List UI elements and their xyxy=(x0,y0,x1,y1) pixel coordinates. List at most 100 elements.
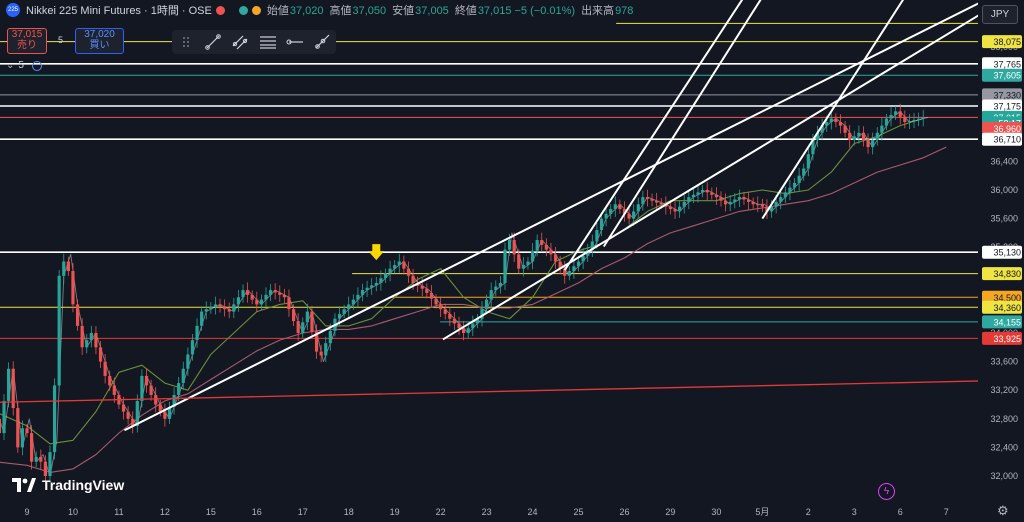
candle-body xyxy=(760,204,764,207)
x-tick-label: 10 xyxy=(68,507,78,517)
candle-body xyxy=(443,309,447,314)
price-badge-label: 37,175 xyxy=(993,101,1021,111)
candle-body xyxy=(848,132,852,140)
candle-body xyxy=(397,261,401,266)
x-tick-label: 26 xyxy=(619,507,629,517)
parallel-channel-tool-icon[interactable] xyxy=(227,30,254,54)
candle-body xyxy=(236,297,241,305)
market-status-icon[interactable] xyxy=(215,5,225,15)
sell-button[interactable]: 37,015 売り xyxy=(7,28,47,54)
candle-body xyxy=(701,190,705,193)
candle-body xyxy=(379,278,383,283)
candle-body xyxy=(843,125,847,133)
candle-body xyxy=(195,325,199,341)
buy-button[interactable]: 37,020 買い xyxy=(75,28,124,54)
grip-icon[interactable] xyxy=(172,30,199,54)
indicator-count: 5 xyxy=(18,60,24,71)
y-tick-label: 32,400 xyxy=(990,442,1018,452)
x-tick-label: 7 xyxy=(944,507,949,517)
candle-body xyxy=(319,351,323,356)
candle-body xyxy=(834,118,838,123)
candle-body xyxy=(535,240,539,251)
price-badge xyxy=(982,88,1022,102)
indicator-eye-icon[interactable] xyxy=(31,60,42,71)
delayed-data-icon[interactable] xyxy=(251,5,261,15)
indicator-row[interactable]: ⌄ 5 xyxy=(6,60,42,71)
candle-body xyxy=(429,292,434,299)
ohlc-label: 終値 xyxy=(454,5,477,17)
collapse-chevron-icon[interactable]: ⌄ xyxy=(6,60,15,71)
candle-body xyxy=(374,282,378,286)
candle-body xyxy=(296,321,300,333)
candle-body xyxy=(517,254,521,269)
candle-body xyxy=(912,119,916,122)
settings-gear-icon[interactable]: ⚙ xyxy=(997,503,1009,518)
candle-body xyxy=(889,114,893,119)
x-tick-label: 24 xyxy=(528,507,538,517)
price-badge-label: 34,830 xyxy=(993,269,1021,279)
horizontal-ray-tool-icon[interactable] xyxy=(281,30,308,54)
candle-body xyxy=(921,117,925,119)
candle-body xyxy=(691,194,696,198)
tradingview-logo[interactable]: TradingView xyxy=(12,477,124,493)
x-tick-label: 5月 xyxy=(755,507,769,517)
symbol-title[interactable]: Nikkei 225 Mini Futures · 1時間 · OSE xyxy=(26,5,212,17)
y-tick-label: 32,000 xyxy=(990,471,1018,481)
price-badge xyxy=(982,315,1022,329)
candle-body xyxy=(255,299,259,305)
price-badge xyxy=(982,68,1022,82)
candle-body xyxy=(131,418,135,426)
candle-body xyxy=(186,354,190,369)
candle-body xyxy=(838,122,843,126)
candle-body xyxy=(590,241,594,251)
candle-body xyxy=(733,199,737,202)
y-tick-label: 33,200 xyxy=(990,385,1018,395)
candle-body xyxy=(871,139,875,148)
candle-body xyxy=(641,197,645,205)
price-badge xyxy=(982,300,1022,314)
candle-body xyxy=(172,394,176,407)
candle-body xyxy=(723,200,728,205)
candle-body xyxy=(259,299,263,305)
candle-body xyxy=(829,118,833,123)
data-source-icon[interactable] xyxy=(238,5,248,15)
candle-body xyxy=(264,294,268,300)
candle-body xyxy=(567,271,571,276)
candle-body xyxy=(39,456,43,462)
candle-body xyxy=(351,299,355,305)
ohlc-value: 37,005 xyxy=(415,5,449,17)
candle-body xyxy=(494,286,498,291)
candle-body xyxy=(48,452,52,476)
candle-body xyxy=(480,309,484,319)
x-tick-label: 19 xyxy=(390,507,400,517)
candle-body xyxy=(751,201,755,205)
fib-levels-tool-icon[interactable] xyxy=(254,30,281,54)
ohlc-value: 978 xyxy=(615,5,634,17)
ray-tool-icon[interactable] xyxy=(309,30,336,54)
ohlc-value: 37,020 xyxy=(289,5,324,17)
candle-body xyxy=(305,311,309,323)
candle-body xyxy=(98,347,103,362)
candle-body xyxy=(581,255,585,262)
symbol-logo-icon[interactable]: 225 xyxy=(6,3,20,17)
price-path xyxy=(0,110,928,477)
candle-body xyxy=(521,265,525,269)
price-badge xyxy=(982,35,1022,49)
flash-icon[interactable]: ϟ xyxy=(878,483,895,500)
candle-body xyxy=(622,209,627,214)
candle-body xyxy=(246,290,250,295)
candle-body xyxy=(512,240,516,255)
candle-body xyxy=(324,343,328,356)
tradingview-logo-text: TradingView xyxy=(42,477,125,493)
ohlc-values: 始値37,020 高値37,050 安値37,005 終値37,015 −5 (−0.… xyxy=(261,2,634,18)
x-tick-label: 6 xyxy=(898,507,903,517)
candle-body xyxy=(406,268,411,276)
price-badge xyxy=(982,57,1022,71)
candle-body xyxy=(140,375,144,401)
candle-body xyxy=(861,132,866,140)
trend-line-tool-icon[interactable] xyxy=(199,30,226,54)
candle-body xyxy=(365,287,369,291)
candle-body xyxy=(549,249,553,255)
currency-button[interactable]: JPY xyxy=(982,5,1018,24)
